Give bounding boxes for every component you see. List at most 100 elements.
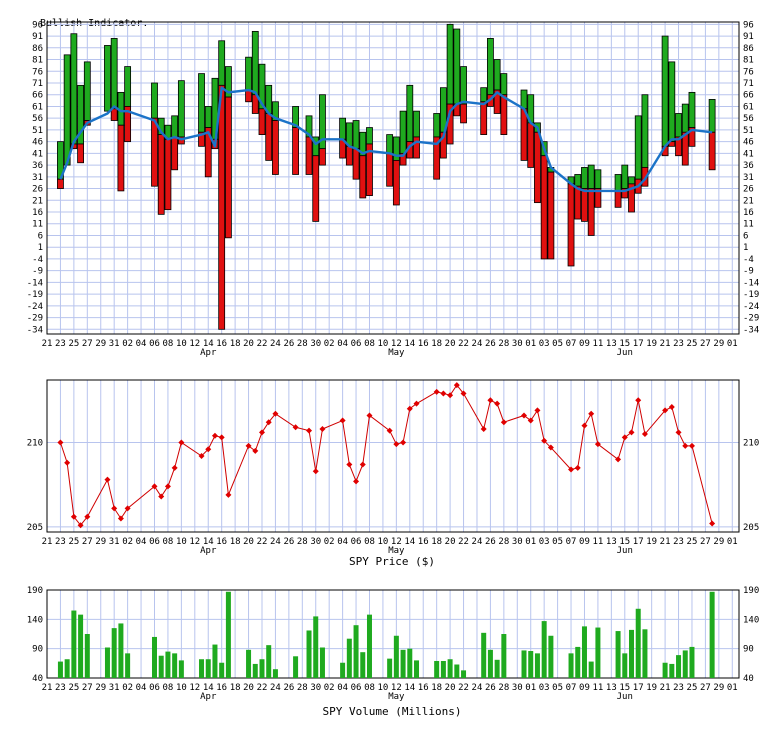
price-xtick: 21 [42, 537, 53, 547]
volume-ytick-right: 140 [743, 615, 759, 625]
volume-bar [252, 663, 258, 678]
volume-xtick: 22 [458, 683, 469, 693]
indicator-ytick-left: 96 [32, 20, 43, 30]
indicator-red-bar [198, 131, 205, 147]
indicator-ytick-left: 86 [32, 44, 43, 54]
indicator-green-bar [594, 169, 602, 189]
indicator-ytick-left: 6 [38, 231, 43, 241]
indicator-xtick: 24 [472, 339, 483, 349]
indicator-red-bar [527, 122, 535, 168]
indicator-xtick: 27 [700, 339, 711, 349]
volume-xtick: 02 [324, 683, 335, 693]
price-point [487, 397, 494, 404]
indicator-ytick-right: 56 [743, 114, 754, 124]
price-point [641, 431, 648, 438]
indicator-ytick-right: -19 [743, 290, 759, 300]
volume-bar [595, 627, 601, 678]
price-frame [46, 379, 740, 533]
volume-bar [481, 632, 487, 678]
price-point [319, 425, 326, 432]
volume-month-label: Apr [200, 692, 217, 702]
volume-bar [118, 623, 124, 678]
price-xtick: 24 [472, 537, 483, 547]
volume-ytick-right: 190 [743, 586, 759, 596]
price-point [688, 442, 695, 449]
volume-xtick: 20 [445, 683, 456, 693]
indicator-ytick-right: 71 [743, 79, 754, 89]
indicator-ytick-left: -14 [27, 278, 43, 288]
price-xtick: 30 [310, 537, 321, 547]
volume-bar [71, 610, 77, 678]
indicator-xtick: 19 [646, 339, 657, 349]
volume-xtick: 12 [189, 683, 200, 693]
indicator-xtick: 26 [283, 339, 294, 349]
price-xtick: 02 [122, 537, 133, 547]
indicator-red-bar [292, 127, 299, 175]
indicator-red-bar [399, 152, 407, 166]
price-xtick: 12 [189, 537, 200, 547]
indicator-red-bar [224, 96, 232, 239]
volume-bar [125, 653, 131, 678]
volume-bar [104, 647, 110, 678]
volume-ytick-left: 90 [32, 645, 43, 655]
indicator-green-bar [446, 23, 454, 105]
volume-bar [225, 591, 231, 678]
indicator-green-bar [493, 59, 501, 91]
price-xtick: 28 [498, 537, 509, 547]
volume-xtick: 27 [82, 683, 93, 693]
price-point [709, 520, 716, 527]
indicator-green-bar [433, 113, 441, 138]
indicator-xtick: 22 [257, 339, 268, 349]
indicator-green-bar [63, 54, 71, 166]
price-point [158, 493, 165, 500]
volume-bar [366, 614, 372, 678]
volume-bar [487, 649, 493, 678]
indicator-ytick-right: 36 [743, 161, 754, 171]
price-point [64, 459, 71, 466]
price-xtick: 08 [163, 537, 174, 547]
indicator-red-bar [413, 136, 420, 159]
indicator-red-bar [312, 155, 320, 222]
volume-bar [346, 638, 352, 678]
indicator-green-bar [688, 91, 696, 128]
indicator-green-bar [413, 110, 420, 138]
indicator-red-bar [641, 167, 649, 187]
indicator-red-bar [392, 160, 400, 206]
volume-bar [272, 669, 278, 678]
indicator-red-bar [352, 148, 360, 180]
indicator-ytick-left: -24 [27, 302, 43, 312]
volume-ytick-left: 40 [32, 674, 43, 684]
indicator-ytick-right: 66 [743, 91, 754, 101]
price-month-label: Apr [200, 546, 217, 556]
indicator-xtick: 23 [673, 339, 684, 349]
indicator-ytick-right: -24 [743, 302, 759, 312]
indicator-ytick-left: -19 [27, 290, 43, 300]
indicator-red-bar [587, 188, 595, 236]
volume-xtick: 08 [364, 683, 375, 693]
indicator-ytick-right: 76 [743, 67, 754, 77]
indicator-ytick-right: 46 [743, 138, 754, 148]
volume-xtick: 12 [391, 683, 402, 693]
indicator-red-bar [386, 152, 394, 187]
indicator-ytick-right: 21 [743, 196, 754, 206]
indicator-xtick: 11 [592, 339, 603, 349]
volume-xtick: 19 [646, 683, 657, 693]
indicator-green-bar [204, 106, 212, 128]
price-xtick: 09 [579, 537, 590, 547]
price-xtick: 30 [512, 537, 523, 547]
indicator-month-label: May [388, 348, 405, 358]
price-grid [46, 380, 739, 532]
indicator-xtick: 04 [136, 339, 147, 349]
volume-bar [615, 631, 621, 678]
indicator-red-bar [480, 101, 488, 136]
indicator-red-bar [204, 127, 212, 178]
indicator-green-bar [151, 82, 158, 119]
price-point [527, 417, 534, 424]
price-point [306, 427, 313, 434]
indicator-xtick: 12 [189, 339, 200, 349]
price-point [178, 439, 185, 446]
volume-bar [64, 659, 70, 678]
indicator-red-bar [218, 84, 226, 330]
volume-bar [534, 653, 540, 678]
price-point [117, 515, 124, 522]
